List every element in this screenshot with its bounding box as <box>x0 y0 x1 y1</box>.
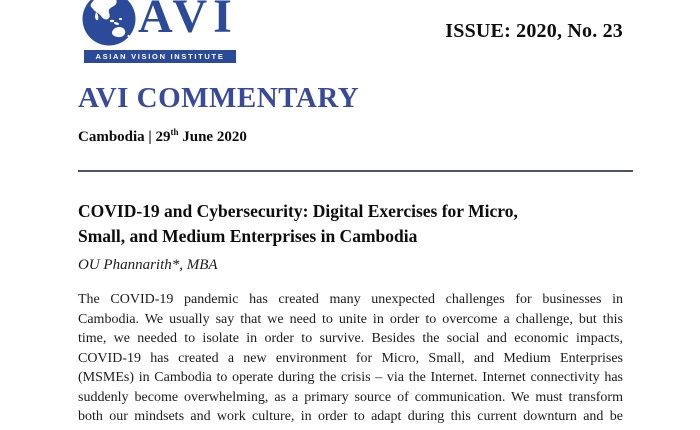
body-line: both our mindsets and work culture, in o… <box>78 409 623 424</box>
body-line: The COVID-19 pandemic has created many u… <box>78 292 623 307</box>
issue-label: ISSUE: 2020, No. 23 <box>445 20 623 42</box>
article-title-line: COVID-19 and Cybersecurity: Digital Exer… <box>78 201 518 221</box>
article-title-line: Small, and Medium Enterprises in Cambodi… <box>78 226 418 246</box>
body-line: (MSMEs) in Cambodia to operate during th… <box>78 370 623 385</box>
globe-icon <box>82 0 136 46</box>
dateline: Cambodia | 29th June 2020 <box>78 127 247 146</box>
author-byline: OU Phannarith*, MBA <box>78 257 218 273</box>
logo-tagline: ASIAN VISION INSTITUTE <box>84 50 236 63</box>
divider-rule <box>78 170 633 172</box>
dateline-ordinal: th <box>170 127 179 137</box>
body-line: Cambodia. We usually say that we need to… <box>78 311 623 327</box>
article-body: The COVID-19 pandemic has created many u… <box>78 290 623 427</box>
page-title: AVI COMMENTARY <box>78 82 360 114</box>
body-line: COVID-19 has created a new environment f… <box>78 350 623 366</box>
dateline-prefix: Cambodia | 29 <box>78 129 171 145</box>
dateline-suffix: June 2020 <box>178 129 247 145</box>
logo-acronym: AVI <box>138 0 238 43</box>
body-line: time, we needed to isolate in order to s… <box>78 331 623 346</box>
article-title: COVID-19 and Cybersecurity: Digital Exer… <box>78 199 638 249</box>
body-line: suddenly become overwhelming, as a prima… <box>78 389 623 405</box>
